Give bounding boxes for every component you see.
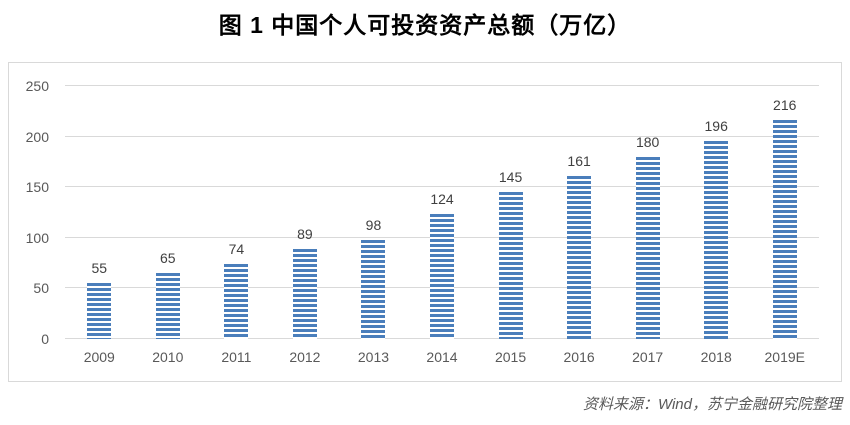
bar-slot-2016: 161 (545, 86, 614, 339)
x-axis: 2009 2010 2011 2012 2013 2014 2015 2016 2017 2018… (65, 349, 819, 365)
bar-2015 (498, 192, 523, 339)
bar-slot-2014: 124 (408, 86, 477, 339)
bar-value-label: 89 (297, 225, 313, 242)
bar-2011 (224, 264, 249, 339)
x-axis-label: 2016 (563, 349, 595, 365)
bars: 55 65 74 89 98 124 145 161 180 196 216 (65, 86, 819, 339)
x-axis-label: 2019E (764, 349, 805, 365)
bar-value-label: 145 (498, 169, 523, 186)
bar-slot-2011: 74 (202, 86, 271, 339)
source-note: 资料来源：Wind，苏宁金融研究院整理 (582, 396, 842, 413)
bar-value-label: 65 (160, 250, 176, 267)
bar-slot-2010: 65 (134, 86, 203, 339)
bar-slot-2013: 98 (339, 86, 408, 339)
bar-slot-2012: 89 (271, 86, 340, 339)
bar-value-label: 74 (228, 241, 245, 258)
gridline (65, 135, 819, 137)
x-axis-label: 2012 (289, 349, 321, 365)
bar-2013 (361, 239, 386, 339)
bar-slot-2015: 145 (476, 86, 545, 339)
bar-2009 (87, 283, 112, 339)
bar-slot-2017: 180 (613, 86, 682, 339)
x-axis-label: 2010 (152, 349, 184, 365)
y-axis-tick-label: 250 (25, 78, 49, 94)
x-axis-label: 2011 (221, 349, 252, 365)
x-axis-label: 2013 (357, 349, 390, 365)
y-axis-tick-label: 200 (25, 128, 49, 145)
x-axis-label: 2014 (426, 349, 458, 365)
y-axis-tick-label: 100 (25, 229, 49, 246)
y-axis: 0 50 100 150 200 250 (9, 79, 49, 346)
x-axis-label: 2018 (700, 349, 732, 365)
x-axis-label: 2017 (632, 349, 664, 365)
bar-value-label: 161 (567, 153, 591, 170)
gridline (65, 186, 819, 188)
bar-2019E (772, 120, 797, 339)
chart-panel: 0 50 100 150 200 250 55 65 74 89 98 124 145 161 180 19… (8, 62, 842, 382)
gridline (65, 85, 819, 86)
chart-title: 图 1 中国个人可投资资产总额（万亿） (218, 12, 632, 38)
y-axis-tick-label: 50 (33, 280, 49, 297)
bar-slot-2018: 196 (682, 86, 751, 339)
x-axis-label: 2015 (494, 349, 527, 365)
bar-2018 (704, 140, 729, 339)
y-axis-tick-label: 0 (41, 331, 49, 347)
bar-2014 (430, 213, 454, 339)
bar-value-label: 98 (365, 216, 382, 233)
bar-2012 (292, 248, 317, 339)
bar-2016 (567, 176, 592, 339)
bar-2017 (635, 156, 660, 339)
bar-value-label: 180 (635, 133, 660, 150)
plot-area: 55 65 74 89 98 124 145 161 180 196 216 (65, 85, 819, 339)
x-axis-label: 2009 (83, 349, 115, 365)
bar-slot-2009: 55 (65, 86, 134, 339)
bar-value-label: 55 (91, 260, 108, 277)
bar-value-label: 196 (704, 117, 728, 134)
bar-slot-2019E: 216 (750, 86, 819, 339)
y-axis-tick-label: 150 (25, 179, 49, 196)
bar-value-label: 124 (430, 190, 454, 207)
bar-2010 (155, 273, 180, 339)
bar-value-label: 216 (773, 97, 797, 114)
